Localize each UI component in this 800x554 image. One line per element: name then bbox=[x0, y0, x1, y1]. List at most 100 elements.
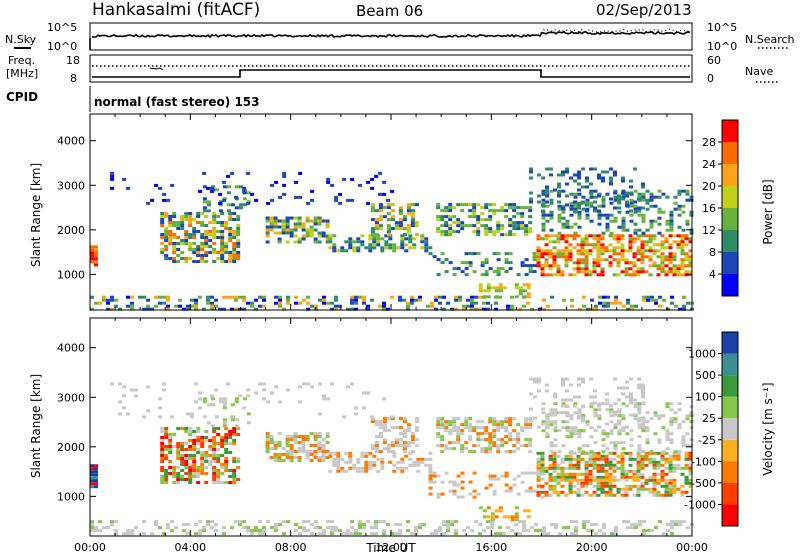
power-cell bbox=[640, 270, 645, 274]
power-cell bbox=[576, 234, 581, 238]
vel-cell bbox=[266, 520, 270, 524]
vel-cell bbox=[596, 451, 601, 455]
vel-cell bbox=[616, 490, 621, 494]
vel-cell bbox=[468, 417, 473, 421]
power-cell bbox=[548, 255, 553, 259]
vel-cell bbox=[328, 451, 333, 455]
power-cell bbox=[160, 233, 165, 236]
vel-cell bbox=[486, 526, 490, 530]
vel-cell bbox=[641, 429, 646, 433]
power-cell bbox=[586, 307, 590, 311]
vel-cell bbox=[394, 444, 399, 448]
power-cell bbox=[212, 212, 217, 215]
power-cell bbox=[94, 260, 98, 264]
power-cell bbox=[561, 170, 565, 174]
power-colorbar-tick-label: 8 bbox=[709, 246, 716, 259]
power-cell bbox=[621, 189, 626, 193]
vel-cell bbox=[232, 457, 237, 460]
vel-cell bbox=[585, 423, 590, 427]
vel-cell bbox=[560, 478, 565, 482]
vel-cell bbox=[176, 451, 181, 454]
power-cell bbox=[325, 219, 330, 223]
power-cell bbox=[265, 240, 270, 244]
power-cell bbox=[372, 243, 377, 247]
power-cell bbox=[322, 295, 326, 299]
power-cell bbox=[640, 246, 645, 250]
power-cell bbox=[508, 218, 513, 222]
power-cell bbox=[440, 224, 445, 228]
power-cell bbox=[541, 203, 545, 207]
vel-cell bbox=[624, 475, 629, 479]
power-cell bbox=[516, 212, 521, 216]
vel-cell bbox=[204, 460, 209, 463]
power-cell bbox=[593, 189, 598, 193]
power-cell bbox=[386, 203, 391, 207]
power-cell bbox=[325, 237, 330, 241]
vel-cell bbox=[440, 492, 445, 496]
power-cell bbox=[106, 307, 110, 311]
power-cell bbox=[658, 304, 662, 308]
power-cell bbox=[680, 264, 685, 268]
power-cell bbox=[236, 230, 241, 233]
power-cell bbox=[232, 254, 237, 257]
vel-cell bbox=[464, 420, 469, 424]
vel-cell bbox=[608, 490, 613, 494]
vel-cell bbox=[146, 385, 151, 389]
power-cell bbox=[536, 234, 541, 238]
power-cell bbox=[669, 213, 674, 217]
vel-cell bbox=[194, 523, 198, 527]
vel-cell bbox=[542, 529, 546, 533]
vel-cell bbox=[569, 429, 574, 433]
vel-cell bbox=[561, 398, 565, 402]
power-cell bbox=[613, 173, 617, 177]
vel-cell bbox=[196, 472, 201, 475]
vel-cell bbox=[309, 459, 314, 462]
power-cell bbox=[621, 219, 626, 223]
vel-cell bbox=[564, 478, 569, 482]
power-cell bbox=[565, 203, 569, 207]
vel-cell bbox=[556, 490, 561, 494]
power-cell bbox=[588, 273, 593, 277]
vel-cell bbox=[549, 441, 554, 445]
power-cell bbox=[528, 270, 533, 274]
vel-cell bbox=[528, 486, 533, 490]
vel-cell bbox=[242, 397, 247, 401]
vel-cell bbox=[348, 454, 353, 458]
power-cell bbox=[484, 203, 489, 207]
power-cell bbox=[520, 212, 525, 216]
vel-cell bbox=[182, 529, 186, 533]
vel-cell bbox=[317, 441, 322, 444]
vel-cell bbox=[190, 412, 195, 416]
vel-cell bbox=[533, 380, 537, 384]
vel-cell bbox=[216, 475, 221, 478]
power-cell bbox=[584, 252, 589, 256]
vel-cell bbox=[668, 463, 673, 467]
power-cell bbox=[184, 218, 189, 221]
vel-cell bbox=[508, 486, 513, 490]
vel-cell bbox=[512, 444, 517, 448]
vel-cell bbox=[210, 424, 215, 428]
power-cell bbox=[609, 219, 614, 223]
vel-cell bbox=[360, 454, 365, 458]
power-cell bbox=[214, 188, 219, 192]
power-cell bbox=[238, 185, 243, 189]
power-cell bbox=[406, 203, 411, 207]
power-cell bbox=[541, 222, 546, 226]
power-cell bbox=[188, 215, 193, 218]
vel-cell bbox=[518, 532, 522, 536]
power-cell bbox=[228, 236, 233, 239]
vel-cell bbox=[620, 454, 625, 458]
power-cell bbox=[282, 192, 287, 196]
vel-cell bbox=[176, 427, 181, 430]
power-cell bbox=[94, 254, 98, 258]
power-cell bbox=[577, 206, 581, 210]
vel-cell bbox=[460, 444, 465, 448]
power-cell bbox=[325, 222, 330, 226]
vel-cell bbox=[321, 444, 326, 447]
power-cell bbox=[620, 255, 625, 259]
power-cell bbox=[184, 260, 189, 263]
vel-cell bbox=[246, 529, 250, 533]
power-cell bbox=[172, 215, 177, 218]
vel-cell bbox=[552, 484, 557, 488]
vel-cell bbox=[356, 457, 361, 461]
